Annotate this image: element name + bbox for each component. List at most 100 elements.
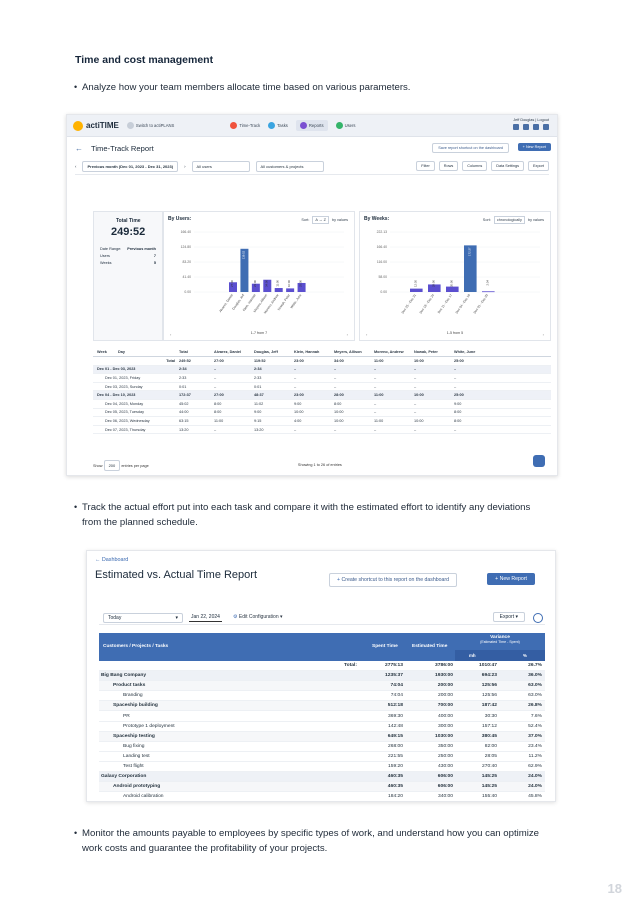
cell-var: 30:30 <box>484 713 497 719</box>
export-button[interactable]: Export ▾ <box>492 612 525 622</box>
table-row: Spaceship testing 649:15 1030:00 380:45 37.0… <box>99 731 545 742</box>
bar[interactable] <box>251 283 260 292</box>
export-button[interactable]: Export <box>528 161 549 171</box>
gear-icon[interactable] <box>523 124 529 130</box>
chat-icon[interactable] <box>533 455 545 467</box>
next-period-icon[interactable]: › <box>184 164 186 169</box>
table-row: Dec 05, 2023, Tuesday 44:00 8:00 9:00 10:00 1… <box>93 409 551 418</box>
new-report-button[interactable]: + New Report <box>487 573 535 585</box>
data-settings-button[interactable]: Data Settings <box>491 161 525 171</box>
x-category-label: Dec 04 - Dec 10 <box>455 293 472 314</box>
logout-link[interactable]: Logout <box>537 118 549 122</box>
col-estimated[interactable]: Estimated Time <box>412 644 448 649</box>
col-user[interactable]: Klein, Hannah <box>294 349 320 354</box>
period-select[interactable]: Today ▾ <box>103 613 183 623</box>
row-label: Dec 01 - Dec 03, 2023 <box>97 367 136 372</box>
col-user[interactable]: Nowak, Peter <box>414 349 438 354</box>
dashboard-breadcrumb[interactable]: ← Dashboard <box>95 557 129 563</box>
help-icon[interactable] <box>543 124 549 130</box>
table-cell: 8:00 <box>454 418 462 423</box>
bar[interactable] <box>240 248 249 292</box>
columns-button[interactable]: Columns <box>462 161 488 171</box>
cell-est: 700:00 <box>437 703 453 709</box>
table-cell: – <box>414 384 417 389</box>
users-select[interactable]: All users <box>191 161 250 172</box>
week-group-row[interactable]: Dec 04 - Dec 10, 2023 172:37 27:00 48:37 23:… <box>93 391 551 400</box>
users-prev-icon[interactable]: ‹ <box>170 332 172 337</box>
page-size-select[interactable]: 200 <box>103 460 121 471</box>
users-sort-select[interactable]: A → Z <box>312 216 329 224</box>
weeks-next-icon[interactable]: › <box>542 332 544 337</box>
cell-spent: 142:48 <box>388 723 403 729</box>
table-cell: 13:20 <box>179 427 189 432</box>
puzzle-icon[interactable] <box>533 124 539 130</box>
cell-spent: 2775:13 <box>385 663 403 669</box>
weeks-prev-icon[interactable]: ‹ <box>366 332 368 337</box>
row-name: Android prototyping <box>113 784 161 790</box>
rows-button[interactable]: Rows <box>438 161 459 171</box>
nav-time-track[interactable]: Time-Track <box>230 122 260 129</box>
customers-select[interactable]: All customers & projects <box>255 161 324 172</box>
date-picker[interactable]: Jan 22, 2024 <box>189 614 222 622</box>
edit-configuration-button[interactable]: ⚙ Edit Configuration ▾ <box>233 614 283 620</box>
filter-button[interactable]: Filter <box>416 161 435 171</box>
bar[interactable] <box>446 286 459 292</box>
nav-users[interactable]: Users <box>335 122 356 129</box>
week-group-row[interactable]: Dec 01 - Dec 03, 2023 2:34 – 2:34 – – – – – <box>93 365 551 375</box>
bar[interactable] <box>297 282 306 292</box>
cell-var: 157:12 <box>482 723 497 729</box>
back-arrow-icon[interactable]: ← <box>75 143 83 153</box>
col-name[interactable]: Customers / Projects / Tasks <box>103 644 169 649</box>
report-toolbar: Today ▾ Jan 22, 2024 ⚙ Edit Configuration… <box>99 611 545 625</box>
nav-tasks[interactable]: Tasks <box>268 122 288 129</box>
col-variance[interactable]: Variance (Estimated Time - Spent) <box>480 635 520 645</box>
period-select[interactable]: Previous month (Dec 01, 2023 - Dec 31, 2… <box>82 161 179 172</box>
bar[interactable] <box>286 288 295 292</box>
users-next-icon[interactable]: › <box>346 332 348 337</box>
row-name: Bug fixing <box>123 743 145 749</box>
col-user[interactable]: Douglas, Jeff <box>254 349 278 354</box>
bar[interactable] <box>263 279 272 292</box>
table-cell: – <box>414 401 417 406</box>
bar[interactable] <box>482 291 495 293</box>
col-user[interactable]: Moreno, Andrew <box>374 349 404 354</box>
tasks-icon <box>268 122 276 129</box>
col-week[interactable]: Week <box>97 349 107 354</box>
col-total[interactable]: Total <box>179 349 188 354</box>
bar-value-label: 12:30 <box>413 280 417 287</box>
user-name[interactable]: Jeff Douglas <box>513 118 535 122</box>
bar[interactable] <box>410 288 423 292</box>
prev-period-icon[interactable]: ‹ <box>75 164 77 169</box>
save-shortcut-button[interactable]: Save report shortcut on the dashboard <box>432 143 509 153</box>
col-day[interactable]: Day <box>118 349 125 354</box>
col-user[interactable]: Alvarez, Daniel <box>214 349 242 354</box>
cell-spent: 1235:37 <box>385 673 403 679</box>
bar[interactable] <box>464 245 477 292</box>
estimated-vs-actual-screenshot: ← Dashboard Estimated vs. Actual Time Re… <box>86 550 556 802</box>
table-row: PR 369:30 400:00 30:30 7.6% <box>99 711 545 722</box>
col-mh[interactable]: mh <box>469 653 476 658</box>
settings-icon[interactable] <box>533 613 543 623</box>
row-label: Dec 07, 2023, Thursday <box>105 427 146 432</box>
bar-value-label: 27:00 <box>230 280 234 287</box>
bar[interactable] <box>229 282 237 292</box>
cell-pct: 52.4% <box>528 723 542 729</box>
col-pct[interactable]: % <box>523 653 527 658</box>
weeks-sort-select[interactable]: chronologically <box>493 216 525 224</box>
section-heading: Time and cost management <box>75 54 214 66</box>
col-user[interactable]: White, June <box>454 349 476 354</box>
col-spent[interactable]: Spent Time <box>372 644 398 649</box>
switch-link[interactable]: Switch to actiPLANS <box>126 122 174 129</box>
y-tick-label: 166.40 <box>181 230 191 234</box>
nav-reports[interactable]: Reports <box>295 120 328 131</box>
bar[interactable] <box>428 284 441 292</box>
calendar-icon[interactable] <box>513 124 519 130</box>
row-label: Total <box>166 358 175 363</box>
bar[interactable] <box>274 288 283 292</box>
table-row: Dec 07, 2023, Thursday 13:20 – 13:20 – – – – – <box>93 426 551 435</box>
timer-icon <box>230 122 238 129</box>
new-report-button[interactable]: + New Report <box>517 143 551 151</box>
create-shortcut-button[interactable]: + Create shortcut to this report on the … <box>329 573 458 587</box>
col-user[interactable]: Meyers, Allison <box>334 349 362 354</box>
